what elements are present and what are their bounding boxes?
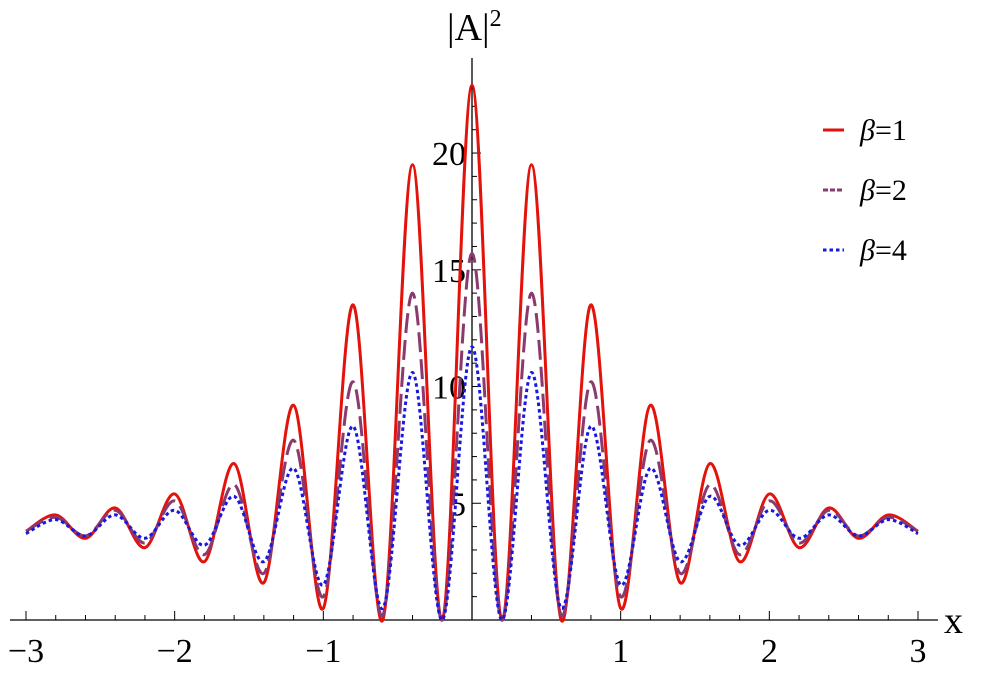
x-tick-label: 1 — [612, 633, 629, 670]
x-tick-label: −3 — [8, 633, 44, 670]
x-tick-label: 3 — [910, 633, 927, 670]
x-tick-label: −2 — [157, 633, 193, 670]
legend-item-3: β=4 — [823, 234, 907, 267]
series-layer — [25, 83, 919, 623]
legend: β=1 β=2 β=4 — [823, 114, 907, 267]
series-line-2 — [25, 251, 919, 622]
legend-label: β=4 — [859, 234, 907, 267]
y-axis-label: |A|2 — [447, 6, 502, 49]
legend-item-2: β=2 — [823, 174, 907, 207]
x-tick-label: −1 — [305, 633, 341, 670]
series-line-1 — [25, 83, 919, 623]
legend-label: β=1 — [859, 114, 907, 147]
series-line-3 — [25, 345, 919, 622]
legend-label: β=2 — [859, 174, 907, 207]
y-tick-label: 20 — [432, 136, 466, 173]
x-axis-label: x — [944, 600, 963, 642]
x-tick-label: 2 — [761, 633, 778, 670]
legend-item-1: β=1 — [823, 114, 907, 147]
